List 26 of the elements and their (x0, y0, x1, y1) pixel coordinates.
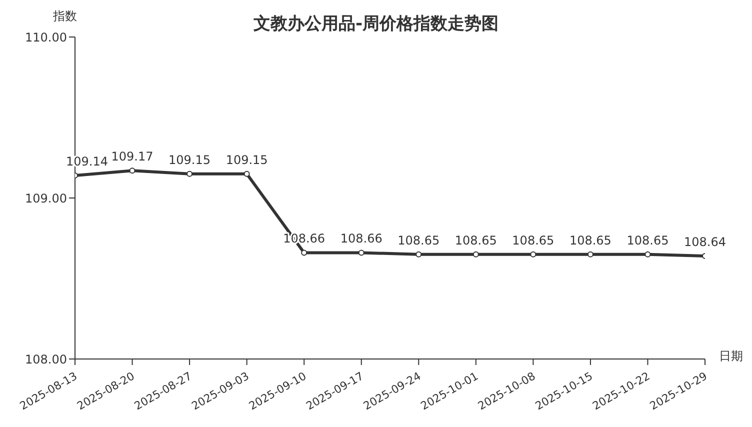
data-label: 108.65 (626, 233, 669, 248)
point (530, 251, 536, 258)
point (644, 251, 651, 258)
data-label: 108.65 (512, 233, 554, 248)
data-label: 109.15 (168, 152, 211, 167)
point (186, 170, 193, 177)
y-tick-label: 109.00 (25, 191, 67, 206)
point (301, 250, 308, 256)
point (472, 251, 479, 258)
point (358, 250, 364, 256)
data-label: 108.65 (569, 233, 612, 248)
data-label: 109.15 (226, 152, 268, 167)
data-label: 108.65 (454, 233, 497, 248)
data-label: 108.65 (398, 233, 440, 248)
point (416, 251, 422, 258)
data-label: 109.17 (111, 150, 154, 164)
y-tick-label: 110.00 (25, 30, 67, 44)
point (587, 251, 594, 258)
point (244, 170, 250, 177)
y-axis-title: 指数 (53, 8, 77, 25)
y-tick-label: 108.00 (25, 352, 67, 366)
data-label: 108.66 (340, 232, 382, 246)
data-label: 108.64 (684, 234, 726, 249)
point (129, 168, 136, 174)
chart-title: 文教办公用品-周价格指数走势图 (253, 14, 499, 34)
x-axis-title: 日期 (719, 348, 743, 365)
